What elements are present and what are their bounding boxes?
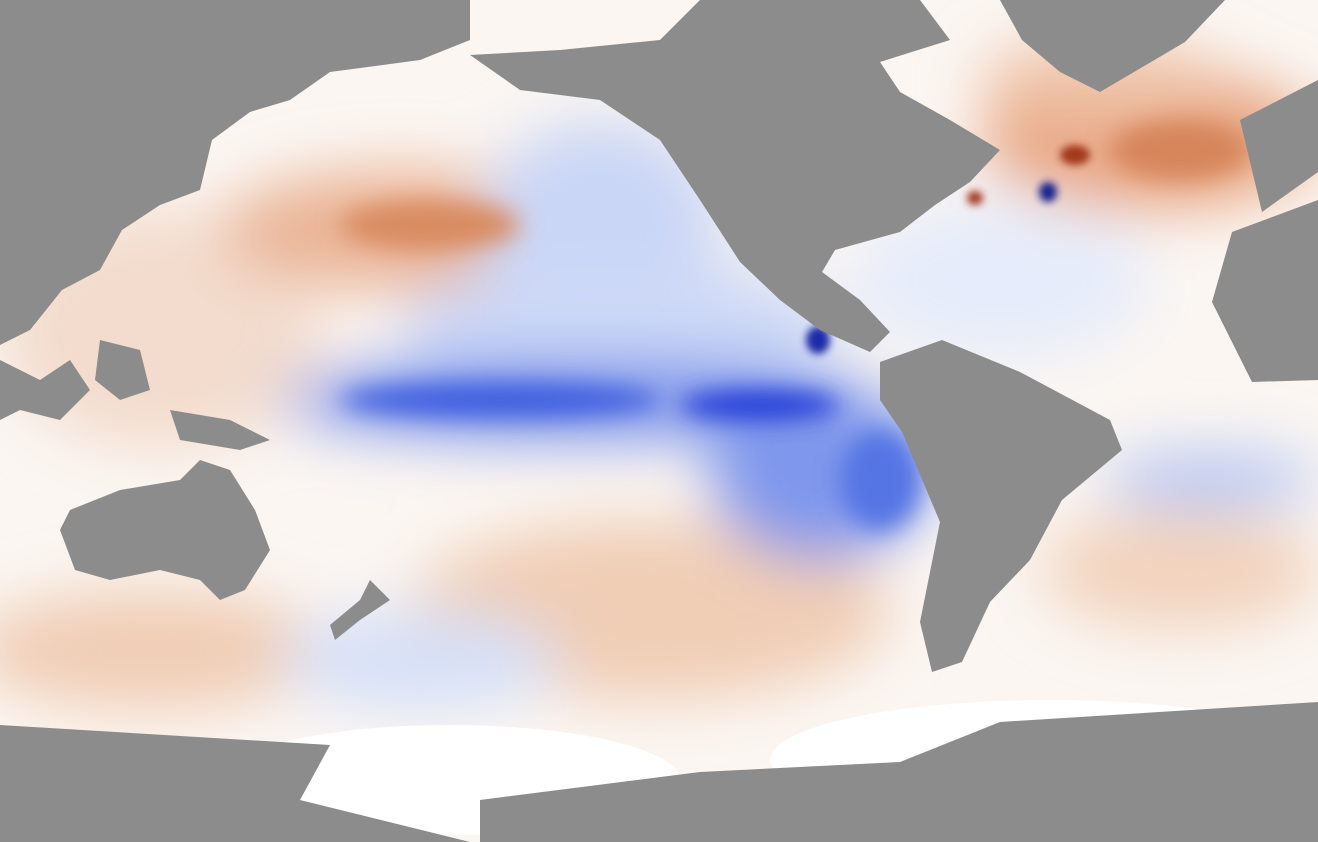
greenland — [1000, 0, 1225, 92]
australia — [60, 460, 270, 600]
asia — [0, 0, 470, 345]
north-america — [470, 0, 1000, 352]
borneo — [95, 340, 150, 400]
antarctica-west — [0, 725, 470, 842]
new-guinea — [170, 410, 270, 450]
southeast-asia — [0, 360, 90, 420]
anomalies — [0, 40, 1318, 710]
africa — [1212, 200, 1318, 382]
spots — [806, 145, 1090, 354]
antarctica-east — [480, 702, 1318, 842]
europe — [1240, 80, 1318, 212]
new-zealand — [330, 580, 390, 640]
strong-anomalies — [340, 120, 1250, 530]
south-america — [880, 340, 1122, 672]
